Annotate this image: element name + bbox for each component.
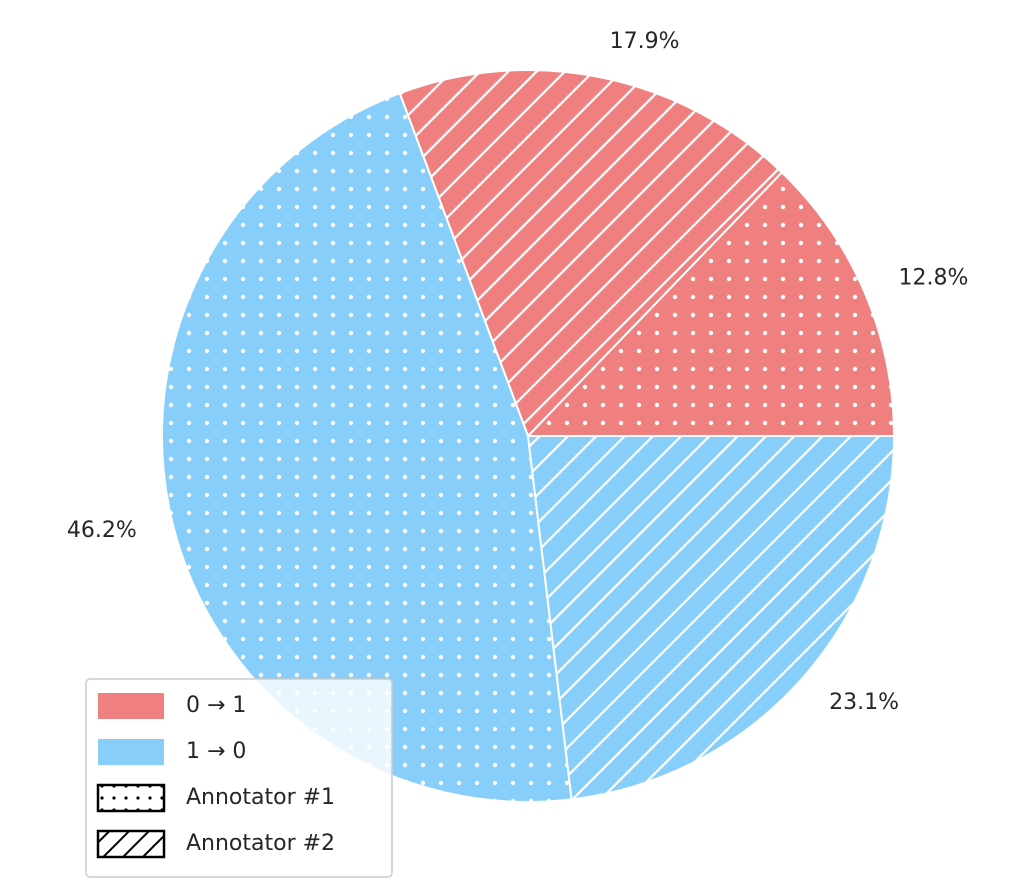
legend-swatch-2 xyxy=(98,739,164,765)
pie-slice-3-hatch xyxy=(160,91,573,803)
pie-slice-4-hatch xyxy=(526,435,896,801)
legend-swatch-3 xyxy=(96,783,166,813)
slice-label-3: 46.2% xyxy=(67,518,137,543)
legend-label-4: Annotator #2 xyxy=(186,831,335,856)
pie-slices xyxy=(160,69,896,803)
slice-label-1: 12.8% xyxy=(898,265,968,290)
pie-slice-1-hatch xyxy=(525,170,896,437)
legend-label-3: Annotator #1 xyxy=(186,785,335,810)
pie-percent-labels: 12.8% 17.9% 46.2% 23.1% xyxy=(67,29,968,715)
legend-swatch-1 xyxy=(98,693,164,719)
legend-label-2: 1 → 0 xyxy=(186,739,246,764)
legend-label-1: 0 → 1 xyxy=(186,693,246,718)
legend-box xyxy=(85,678,393,878)
pie-slice-2-hatch xyxy=(398,69,784,438)
legend-swatch-4 xyxy=(96,829,166,859)
slice-label-4: 23.1% xyxy=(829,690,899,715)
slice-label-2: 17.9% xyxy=(610,29,680,54)
legend: 0 → 1 1 → 0 Annotator #1 Annotator #2 xyxy=(85,678,393,878)
